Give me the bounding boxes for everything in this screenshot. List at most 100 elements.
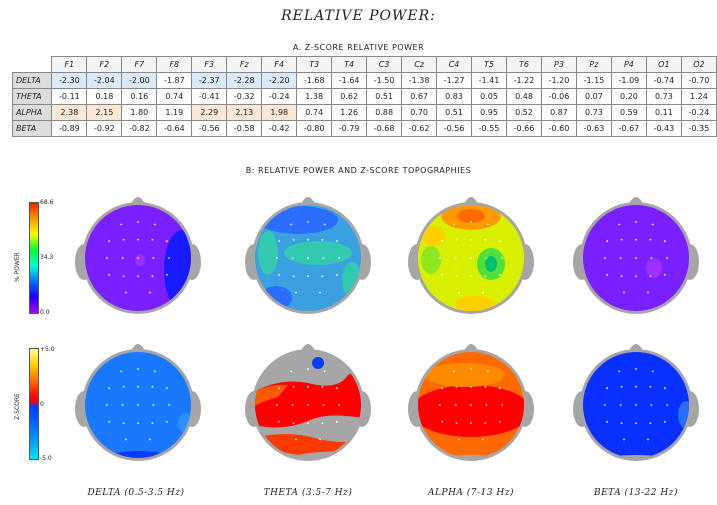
table-col-header: T3 [296,56,333,73]
electrode [125,291,127,294]
electrode [623,438,625,441]
alpha-power-map [408,197,534,314]
electrode [120,370,123,373]
electrode [125,438,127,441]
theta-zscore-map [245,344,371,461]
table-cell: -0.80 [296,120,333,137]
electrode [666,404,669,406]
electrode [323,223,326,226]
electrode [151,275,154,278]
electrode [290,223,293,226]
electrode [278,273,281,276]
table-row: ALPHA 2.38 2.15 1.80 1.19 2.29 2.13 1.98 0.74 1.2… [11,104,717,121]
electrode [455,238,458,241]
electrode [618,370,621,373]
table-row-label: ALPHA [11,104,53,121]
electrode [635,422,637,425]
electrode [651,370,654,373]
electrode [470,385,472,388]
electrode [486,370,489,373]
electrode [121,257,124,259]
electrode [663,387,666,390]
table-cell: -0.35 [680,120,717,137]
zscore-colorbar [29,348,39,460]
electrode [321,275,324,278]
electrode [120,223,123,226]
electrode [121,404,124,406]
band-label-beta: BETA (13-22 Hz) [594,488,678,498]
electrode [323,370,326,373]
electrode [168,404,171,406]
electrode [335,420,338,423]
table-row-label: BETA [11,120,53,137]
electrode [663,273,666,276]
electrode [470,368,472,370]
electrode [151,385,154,388]
electrode [620,385,623,388]
electrode [307,257,309,259]
power-colorbar-max: 68.6 [40,199,54,206]
electrode [635,257,637,259]
electrode [290,370,293,373]
electrode [151,238,154,241]
electrode [275,404,278,406]
electrode [485,404,488,406]
electrode [470,238,472,241]
electrode [482,291,484,294]
electrode [454,257,457,259]
electrode [635,221,637,223]
electrode [108,387,111,390]
electrode [603,257,606,259]
table-row-label: THETA [11,88,53,105]
electrode [152,257,155,259]
electrode [291,257,294,259]
electrode [484,275,487,278]
electrode [455,275,458,278]
electrode [153,223,156,226]
electrode [482,438,484,441]
table-cell: -0.66 [506,120,542,137]
table-col-header: F7 [121,56,158,73]
electrode [108,240,111,243]
alpha-zscore-map [408,344,534,461]
table-col-header: F8 [156,56,193,73]
electrode [307,422,309,425]
table-col-header: T6 [506,56,542,73]
electrode [485,257,488,259]
electrode [470,221,472,223]
electrode [663,240,666,243]
electrode [620,238,623,241]
table-col-header: Cz [401,56,438,73]
electrode [105,257,108,259]
electrode [152,404,155,406]
electrode [635,368,637,370]
electrode [484,422,487,425]
electrode [441,240,444,243]
table-col-header: O1 [645,56,682,73]
electrode [649,238,652,241]
electrode [335,273,338,276]
electrode [307,275,309,278]
electrode [335,240,338,243]
electrode [137,257,139,259]
electrode [441,420,444,423]
electrode [620,275,623,278]
electrode [470,422,472,425]
electrode [108,420,111,423]
table-cell: -0.62 [401,120,438,137]
electrode [501,257,504,259]
electrode [635,238,637,241]
electrode [278,387,281,390]
electrode [498,420,501,423]
electrode [470,404,472,406]
table-col-header: T4 [331,56,368,73]
electrode [165,273,168,276]
electrode [278,420,281,423]
electrode [619,404,622,406]
table-col-header: F1 [51,56,88,73]
zscore-colorbar-mid: 0 [40,401,44,408]
band-label-delta: DELTA (0.5-3.5 Hz) [87,488,185,498]
electrode [149,438,151,441]
electrode [484,385,487,388]
